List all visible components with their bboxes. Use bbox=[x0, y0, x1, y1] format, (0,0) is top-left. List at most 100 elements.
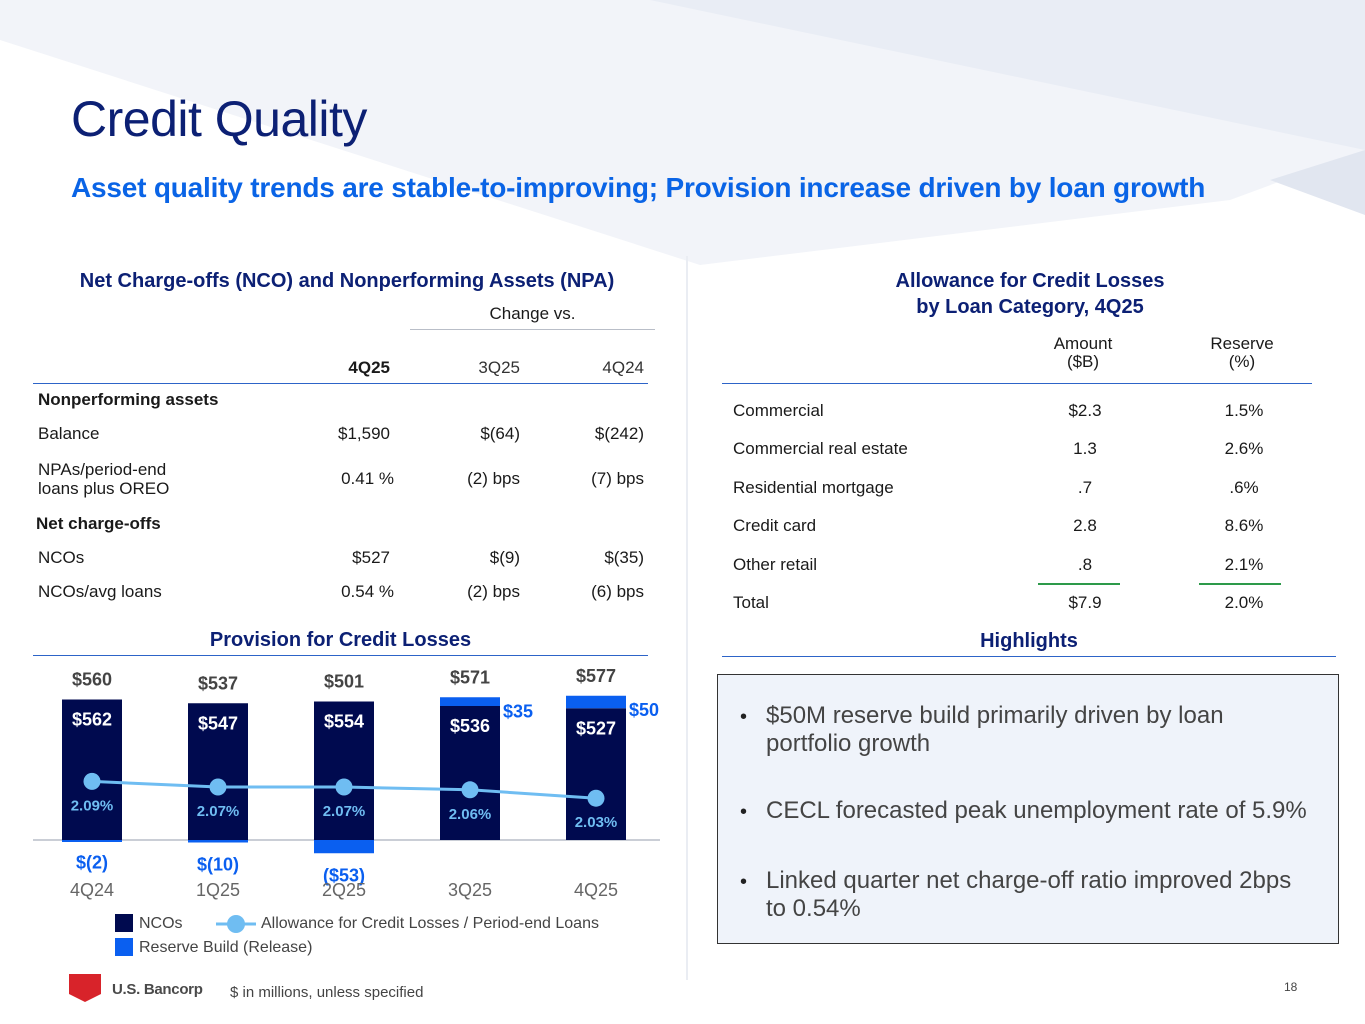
x-tick-label: 3Q25 bbox=[448, 880, 492, 900]
allowance-total-amount: $7.9 bbox=[1068, 593, 1102, 612]
chart-title-rule bbox=[33, 655, 648, 656]
change-vs-underline bbox=[410, 329, 655, 330]
section-divider bbox=[686, 256, 688, 980]
nco-table-header-rule bbox=[33, 383, 648, 384]
nco-value-label: $527 bbox=[576, 718, 616, 738]
col-header-3q25: 3Q25 bbox=[478, 358, 520, 377]
allowance-row-amount: 1.3 bbox=[1073, 439, 1097, 458]
col-header-4q24: 4Q24 bbox=[602, 358, 644, 377]
reserve-value-label: $(2) bbox=[76, 853, 108, 873]
allowance-row-amount: .8 bbox=[1077, 555, 1093, 574]
highlights-box: • $50M reserve build primarily driven by… bbox=[717, 674, 1339, 944]
reserve-total-rule bbox=[1199, 583, 1281, 585]
legend-nco-label: NCOs bbox=[139, 915, 183, 932]
ncos-avg-4q25: 0.54 % bbox=[341, 582, 394, 601]
footnote: $ in millions, unless specified bbox=[230, 984, 424, 1001]
ncos-4q24: $(35) bbox=[604, 548, 644, 567]
section-nonperforming-assets: Nonperforming assets bbox=[38, 390, 219, 409]
reserve-bar bbox=[188, 840, 248, 843]
ratio-point bbox=[209, 778, 227, 796]
nco-table-title: Net Charge-offs (NCO) and Nonperforming … bbox=[79, 270, 615, 292]
allowance-title-line1: Allowance for Credit Losses bbox=[895, 270, 1165, 292]
company-logo-text: U.S. Bancorp bbox=[112, 981, 203, 998]
nco-bar bbox=[566, 708, 626, 840]
allowance-row-reserve: .6% bbox=[1229, 478, 1259, 497]
bullet-dot: • bbox=[740, 871, 748, 893]
nco-bar bbox=[62, 699, 122, 840]
reserve-value-label: $(10) bbox=[197, 855, 239, 875]
allowance-title-line2: by Loan Category, 4Q25 bbox=[916, 296, 1144, 318]
highlight-bullet: Linked quarter net charge-off ratio impr… bbox=[766, 867, 1326, 923]
ratio-point bbox=[83, 772, 101, 790]
highlight-line: to 0.54% bbox=[766, 895, 861, 922]
ncos-avg-4q24: (6) bps bbox=[591, 582, 644, 601]
npas-4q24: (7) bps bbox=[591, 469, 644, 488]
legend-reserve-label: Reserve Build (Release) bbox=[139, 939, 313, 956]
allowance-total-reserve: 2.0% bbox=[1224, 593, 1264, 612]
col-header-reserve-unit: (%) bbox=[1228, 352, 1256, 371]
nco-value-label: $536 bbox=[450, 716, 490, 736]
allowance-row-label: Residential mortgage bbox=[733, 478, 894, 497]
allowance-row-reserve: 2.6% bbox=[1224, 439, 1264, 458]
legend-nco-swatch bbox=[115, 914, 133, 932]
allowance-row-reserve: 8.6% bbox=[1224, 516, 1264, 535]
allowance-row-label: Credit card bbox=[733, 516, 817, 535]
highlight-bullet: $50M reserve build primarily driven by l… bbox=[766, 702, 1326, 758]
section-net-charge-offs: Net charge-offs bbox=[36, 514, 161, 533]
highlight-line: portfolio growth bbox=[766, 730, 931, 757]
highlight-bullet: CECL forecasted peak unemployment rate o… bbox=[766, 797, 1326, 825]
highlight-line: CECL forecasted peak unemployment rate o… bbox=[766, 797, 1307, 824]
allowance-total-label: Total bbox=[733, 593, 769, 612]
allowance-row-label: Commercial bbox=[733, 401, 824, 420]
allowance-header-rule bbox=[722, 383, 1312, 384]
legend-ratio-icon bbox=[216, 915, 256, 933]
reserve-bar bbox=[314, 840, 374, 854]
col-header-reserve: Reserve bbox=[1210, 334, 1274, 353]
balance-3q25: $(64) bbox=[480, 424, 520, 443]
ratio-value-label: 2.07% bbox=[197, 803, 240, 820]
x-tick-label: 1Q25 bbox=[196, 880, 240, 900]
npas-4q25: 0.41 % bbox=[341, 469, 394, 488]
x-tick-label: 4Q24 bbox=[70, 880, 114, 900]
ratio-value-label: 2.06% bbox=[449, 806, 492, 823]
nco-bar bbox=[314, 701, 374, 840]
highlights-rule bbox=[722, 656, 1336, 657]
allowance-row-label: Commercial real estate bbox=[733, 439, 908, 458]
chart-title: Provision for Credit Losses bbox=[209, 629, 472, 651]
shield-logo-icon bbox=[69, 974, 101, 1002]
ratio-point bbox=[587, 789, 605, 807]
bullet-dot: • bbox=[740, 801, 748, 823]
ratio-value-label: 2.03% bbox=[575, 814, 618, 831]
amount-total-rule bbox=[1038, 583, 1120, 585]
total-provision-label: $560 bbox=[72, 670, 112, 690]
total-provision-label: $537 bbox=[198, 673, 238, 693]
nco-value-label: $547 bbox=[198, 713, 238, 733]
reserve-value-label: ($53) bbox=[323, 865, 365, 885]
col-header-amount-unit: ($B) bbox=[1066, 352, 1100, 371]
allowance-row-reserve: 1.5% bbox=[1224, 401, 1264, 420]
total-provision-label: $577 bbox=[576, 666, 616, 686]
row-label-ncos: NCOs bbox=[38, 548, 85, 567]
nco-bar bbox=[188, 703, 248, 840]
allowance-row-label: Other retail bbox=[733, 555, 818, 574]
npas-3q25: (2) bps bbox=[467, 469, 520, 488]
balance-4q24: $(242) bbox=[594, 424, 644, 443]
page-title: Credit Quality bbox=[71, 91, 367, 147]
nco-value-label: $562 bbox=[72, 710, 112, 730]
nco-value-label: $554 bbox=[324, 712, 364, 732]
allowance-row-amount: $2.3 bbox=[1068, 401, 1102, 420]
reserve-value-label: $35 bbox=[503, 701, 533, 721]
row-label-ncos-avg-loans: NCOs/avg loans bbox=[38, 582, 162, 601]
ratio-value-label: 2.09% bbox=[71, 797, 114, 814]
row-label-npas-line1: NPAs/period-end bbox=[38, 460, 167, 479]
page-subtitle: Asset quality trends are stable-to-impro… bbox=[71, 172, 1206, 203]
legend-ratio-label: Allowance for Credit Losses / Period-end… bbox=[261, 915, 599, 932]
ratio-point bbox=[335, 778, 353, 796]
row-label-npas-line2: loans plus OREO bbox=[38, 479, 170, 498]
ncos-3q25: $(9) bbox=[489, 548, 520, 567]
change-vs-label: Change vs. bbox=[489, 304, 576, 323]
ncos-4q25: $527 bbox=[352, 548, 390, 567]
total-provision-label: $501 bbox=[324, 672, 364, 692]
ratio-point bbox=[461, 781, 479, 799]
